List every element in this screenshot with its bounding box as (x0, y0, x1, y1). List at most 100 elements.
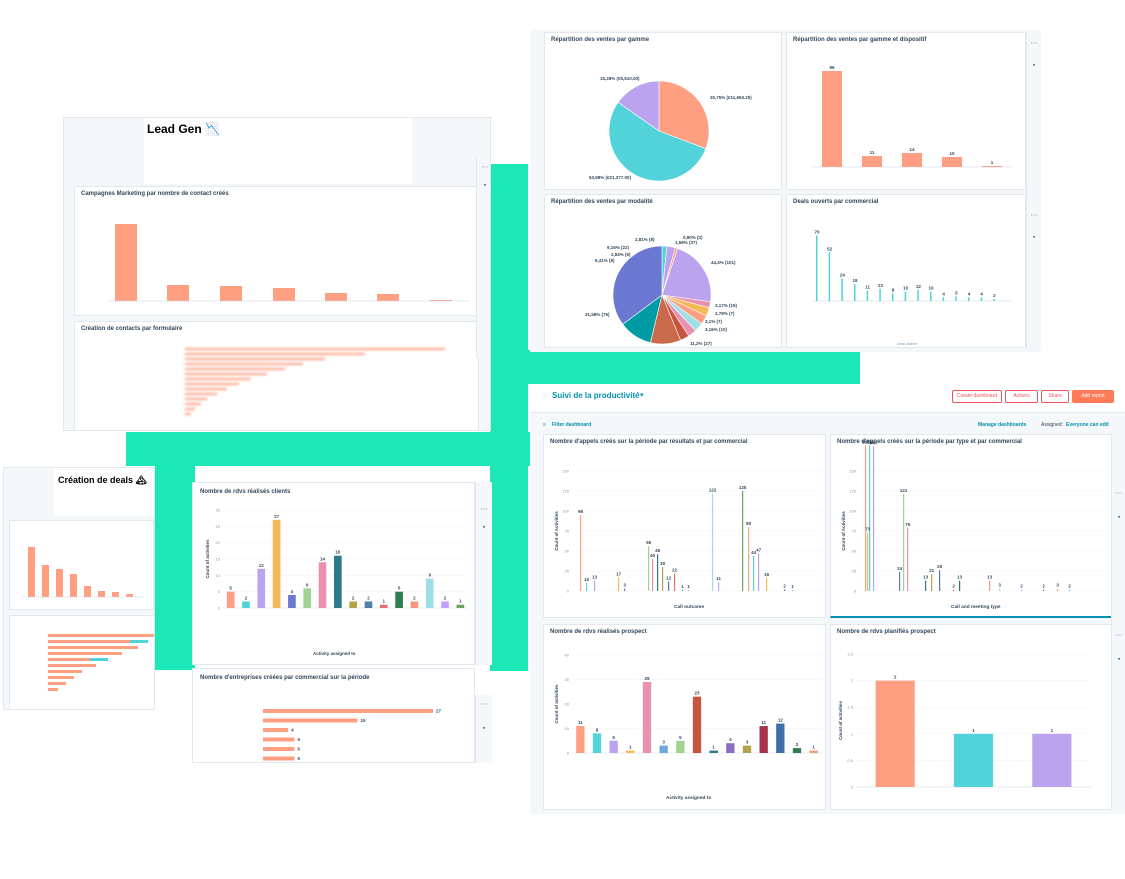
dashboard-title[interactable]: Suivi de la productivité (552, 391, 640, 400)
grid-icon[interactable]: ⋯ (1030, 40, 1038, 47)
pie-slice (608, 101, 707, 182)
appels-resultats-title: Nombre d'appels créés sur la période par… (550, 439, 748, 445)
y-axis-label: Count of Activities (841, 511, 846, 551)
lead-gen-panel: Lead Gen 📉 Campagnes Marketing par nombr… (63, 117, 491, 431)
bar-data-label: 29 (644, 676, 650, 681)
creation-deals-chart2-svg (48, 634, 154, 691)
bar (648, 546, 650, 591)
accent-band-horizontal-top (520, 350, 860, 384)
bar-data-label: 2 (1068, 583, 1071, 588)
add-report-button[interactable]: Add report (1072, 390, 1114, 403)
grid-icon[interactable]: ⋯ (480, 506, 488, 513)
grid-icon[interactable]: ⋯ (1030, 212, 1038, 219)
rdvs-clients-title: Nombre de rdvs réalisés clients (200, 489, 291, 495)
bar-data-label: 5 (955, 290, 958, 295)
bar (395, 591, 403, 608)
deals-bar (70, 574, 77, 597)
actions-button[interactable]: Actions (1005, 390, 1038, 403)
deals-bar (56, 569, 63, 597)
lead-gen-bar (115, 224, 137, 301)
filter-dashboard-link[interactable]: Filter dashboard (552, 422, 592, 428)
bar-data-label: 8 (892, 288, 895, 293)
bar-data-label: 5 (612, 735, 615, 740)
bar (907, 527, 909, 591)
bar (904, 291, 907, 301)
lead-gen-bar (167, 285, 189, 301)
pie-label: 0,80% (2) (683, 235, 703, 240)
bar (425, 578, 434, 608)
assigned-value-link[interactable]: Everyone can edit (1066, 422, 1109, 428)
y-tick-label: 75 (565, 529, 570, 534)
bar-data-label: 96 (829, 65, 835, 70)
comment-icon[interactable]: ▪ (482, 725, 486, 732)
bar (349, 601, 357, 608)
bar (903, 494, 905, 591)
deals-ouverts-title: Deals ouverts par commercial (793, 199, 879, 205)
bar (263, 737, 295, 742)
bar (609, 740, 618, 753)
star-icon[interactable]: ☆ (542, 391, 550, 400)
bar-data-label: 47 (756, 547, 762, 552)
bar (1043, 589, 1045, 591)
y-tick-label: 2.5 (847, 652, 853, 657)
entreprises-panel: Nombre d'entreprises créées par commerci… (192, 668, 475, 763)
filter-icon[interactable]: ≡ (543, 422, 546, 428)
bar-data-label: 3 (662, 740, 665, 745)
y-tick-label: 20 (216, 540, 221, 545)
rdvs-clients-sidebar: ⋯ ▪ (475, 482, 492, 665)
pie-label: 2,17% (15) (715, 303, 738, 308)
bar (766, 578, 768, 591)
bar (902, 153, 922, 167)
bar (841, 278, 843, 301)
grid-icon[interactable]: ⋯ (1115, 632, 1123, 639)
rdvs-prospect-card: Nombre de rdvs réalisés prospect 0 10 20 30… (543, 624, 826, 810)
manage-dashboards-link[interactable]: Manage dashboards (978, 422, 1027, 428)
pie-label: 44,4% (101) (711, 260, 736, 265)
modalite-card: Répartition des ventes par modalité 1,58… (544, 194, 782, 348)
bar (624, 588, 626, 591)
create-dashboard-button[interactable]: Create dashboard (952, 390, 1002, 403)
bar-data-label: 14 (320, 556, 326, 561)
bar (748, 527, 750, 591)
bar-data-label: 44 (751, 550, 757, 555)
bar-data-label: 4 (291, 589, 294, 594)
pie-label: 6,41% (8) (595, 258, 615, 263)
grid-icon[interactable]: ⋯ (480, 701, 488, 708)
bar-data-label: 30 (660, 561, 666, 566)
chevron-down-icon[interactable]: ▾ (640, 392, 644, 399)
bar-data-label: 95 (578, 509, 584, 514)
appels-type-chart: 0 25 50 75 100 125 150 Count of Activities 18218… (841, 439, 1109, 594)
comment-icon[interactable]: ▪ (482, 524, 486, 531)
bar-data-label: 10 (584, 577, 590, 582)
comment-icon[interactable]: ▪ (1117, 656, 1121, 663)
bar (899, 571, 901, 591)
comment-icon[interactable]: ▪ (1117, 514, 1121, 521)
y-tick-label: 0 (854, 589, 857, 594)
rdvs-clients-panel: Nombre de rdvs réalisés clients 0 5 10 15 20… (192, 482, 475, 665)
bar-data-label: 80 (746, 521, 752, 526)
y-tick-label: 0 (567, 589, 570, 594)
y-tick-label: 10 (216, 573, 221, 578)
bar (953, 733, 994, 787)
bar-data-label: 1 (712, 745, 715, 750)
rdvs-prospect-title: Nombre de rdvs réalisés prospect (550, 629, 647, 635)
share-button[interactable]: Share (1041, 390, 1069, 403)
entreprises-title: Nombre d'entreprises créées par commerci… (200, 675, 370, 681)
grid-icon[interactable]: ⋯ (481, 164, 489, 171)
comment-icon[interactable]: ▪ (1032, 234, 1036, 241)
bar-data-label: 13 (987, 575, 993, 580)
deals-bar (28, 547, 35, 597)
bar-data-label: 5 (679, 735, 682, 740)
bar (892, 293, 894, 301)
bar (676, 740, 685, 753)
comment-icon[interactable]: ▪ (1032, 62, 1036, 69)
lead-gen-bar (220, 286, 242, 301)
comment-icon[interactable]: ▪ (483, 182, 487, 189)
bar (263, 756, 295, 761)
bar (318, 562, 327, 608)
grid-icon[interactable]: ⋯ (1115, 490, 1123, 497)
bar-data-label: 182 (866, 439, 874, 444)
bar (242, 601, 250, 608)
